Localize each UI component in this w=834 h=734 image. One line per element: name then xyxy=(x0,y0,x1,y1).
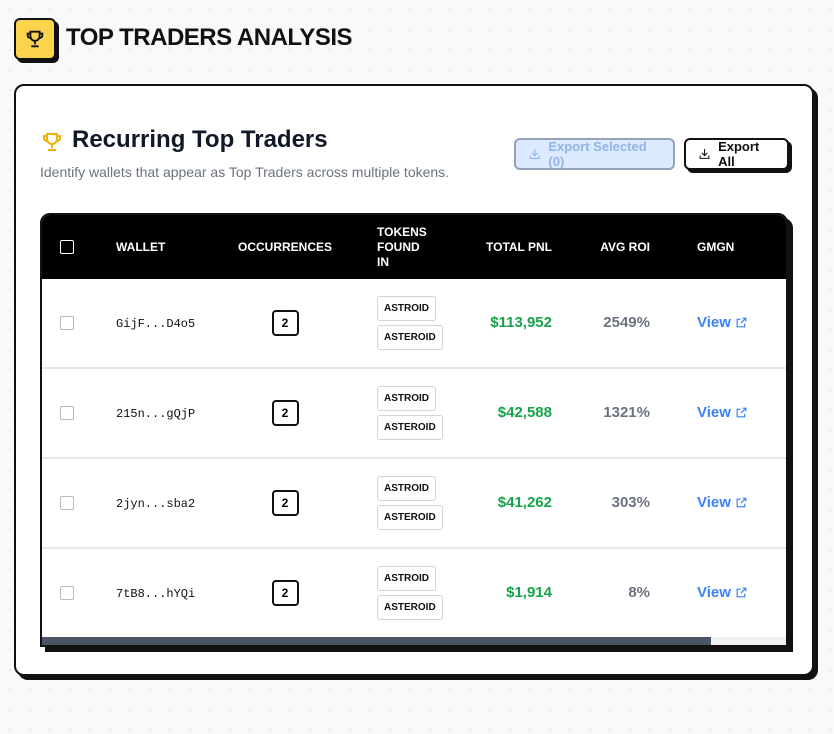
occurrences-badge: 2 xyxy=(271,490,299,516)
cell: View xyxy=(662,584,786,602)
table-row: GijF...D4o5 2 ASTROID ASTEROID $113,952 2549%… xyxy=(42,279,786,369)
external-link-icon xyxy=(736,407,747,418)
link-label[interactable]: View xyxy=(697,494,731,511)
export-selected-button[interactable]: Export Selected (0) xyxy=(514,138,675,170)
table: WALLET OCCURRENCES TOKENS FOUND IN TOTAL… xyxy=(40,213,788,647)
cell xyxy=(42,406,98,420)
wallet-address: 7tB8...hYQi xyxy=(116,587,196,601)
avg-roi: 8% xyxy=(628,584,650,601)
column-header: WALLET xyxy=(116,240,166,254)
panel: Recurring Top Traders Identify wallets t… xyxy=(14,84,814,676)
table-row: 215n...gQjP 2 ASTROID ASTEROID $42,588 1321% V… xyxy=(42,369,786,459)
cell: 2 xyxy=(218,400,352,426)
wallet-address: 2jyn...sba2 xyxy=(116,497,196,511)
cell: View xyxy=(662,404,786,422)
token-tag: ASTROID xyxy=(377,476,436,501)
cell: $41,262 xyxy=(472,494,562,512)
page-title: TOP TRADERS ANALYSIS xyxy=(66,24,353,51)
cell: ASTROID ASTEROID xyxy=(352,384,472,442)
cell xyxy=(42,316,98,330)
link-label[interactable]: View xyxy=(697,314,731,331)
table-header: WALLET OCCURRENCES TOKENS FOUND IN TOTAL… xyxy=(42,215,786,279)
row-checkbox[interactable] xyxy=(60,406,74,420)
cell: 7tB8...hYQi xyxy=(98,584,218,602)
token-tag: ASTEROID xyxy=(377,325,443,350)
cell: 1321% xyxy=(562,404,662,422)
cell: 8% xyxy=(562,584,662,602)
link-label[interactable]: View xyxy=(697,584,731,601)
token-tag: ASTROID xyxy=(377,296,436,321)
token-tag: ASTEROID xyxy=(377,415,443,440)
token-tag: ASTROID xyxy=(377,566,436,591)
wallet-address: 215n...gQjP xyxy=(116,407,196,421)
cell xyxy=(42,496,98,510)
link-label[interactable]: View xyxy=(697,404,731,421)
logo-icon xyxy=(14,18,56,60)
total-pnl: $41,262 xyxy=(497,494,552,511)
scrollbar-thumb[interactable] xyxy=(42,637,711,645)
total-pnl: $42,588 xyxy=(497,404,552,421)
external-link-icon xyxy=(736,317,747,328)
cell: ASTROID ASTEROID xyxy=(352,564,472,622)
external-link-icon xyxy=(736,587,747,598)
row-checkbox[interactable] xyxy=(60,586,74,600)
view-link[interactable]: View xyxy=(697,404,748,421)
total-pnl: $1,914 xyxy=(506,584,552,601)
button-label: Export All xyxy=(718,139,760,169)
scrollbar[interactable] xyxy=(42,637,786,645)
token-tag: ASTEROID xyxy=(377,595,443,620)
cell: $113,952 xyxy=(472,314,562,332)
trophy-icon xyxy=(43,133,61,151)
button-label: Export Selected (0) xyxy=(548,139,647,169)
cell: View xyxy=(662,314,786,332)
panel-title: Recurring Top Traders xyxy=(72,126,328,153)
cell: 2 xyxy=(218,310,352,336)
token-tag: ASTROID xyxy=(377,386,436,411)
avg-roi: 1321% xyxy=(603,404,650,421)
panel-subtitle: Identify wallets that appear as Top Trad… xyxy=(40,164,450,180)
row-checkbox[interactable] xyxy=(60,496,74,510)
row-checkbox[interactable] xyxy=(60,316,74,330)
table-row: 7tB8...hYQi 2 ASTROID ASTEROID $1,914 8% View xyxy=(42,549,786,639)
column-header: TOKENS FOUND IN xyxy=(377,224,427,269)
cell: 303% xyxy=(562,494,662,512)
cell: GijF...D4o5 xyxy=(98,314,218,332)
column-header: TOTAL PNL xyxy=(486,239,552,254)
cell: View xyxy=(662,494,786,512)
column-header: OCCURRENCES xyxy=(237,240,332,254)
cell xyxy=(42,586,98,600)
cell: 2 xyxy=(218,580,352,606)
cell: 2jyn...sba2 xyxy=(98,494,218,512)
wallet-address: GijF...D4o5 xyxy=(116,317,196,331)
column-header: AVG ROI xyxy=(600,240,650,254)
cell: ASTROID ASTEROID xyxy=(352,294,472,352)
cell: $42,588 xyxy=(472,404,562,422)
external-link-icon xyxy=(736,497,747,508)
column-header: GMGN xyxy=(697,240,735,254)
occurrences-badge: 2 xyxy=(271,310,299,336)
export-all-button[interactable]: Export All xyxy=(684,138,789,170)
cell: ASTROID ASTEROID xyxy=(352,474,472,532)
cell: 215n...gQjP xyxy=(98,404,218,422)
cell: $1,914 xyxy=(472,584,562,602)
cell: 2 xyxy=(218,490,352,516)
occurrences-badge: 2 xyxy=(271,400,299,426)
view-link[interactable]: View xyxy=(697,584,748,601)
avg-roi: 2549% xyxy=(603,314,650,331)
select-all-checkbox[interactable] xyxy=(60,240,74,254)
avg-roi: 303% xyxy=(611,494,650,511)
cell: 2549% xyxy=(562,314,662,332)
total-pnl: $113,952 xyxy=(490,314,552,331)
occurrences-badge: 2 xyxy=(271,580,299,606)
view-link[interactable]: View xyxy=(697,494,748,511)
token-tag: ASTEROID xyxy=(377,505,443,530)
table-row: 2jyn...sba2 2 ASTROID ASTEROID $41,262 303% Vi… xyxy=(42,459,786,549)
view-link[interactable]: View xyxy=(697,314,748,331)
table-body: GijF...D4o5 2 ASTROID ASTEROID $113,952 2549%… xyxy=(42,279,786,639)
